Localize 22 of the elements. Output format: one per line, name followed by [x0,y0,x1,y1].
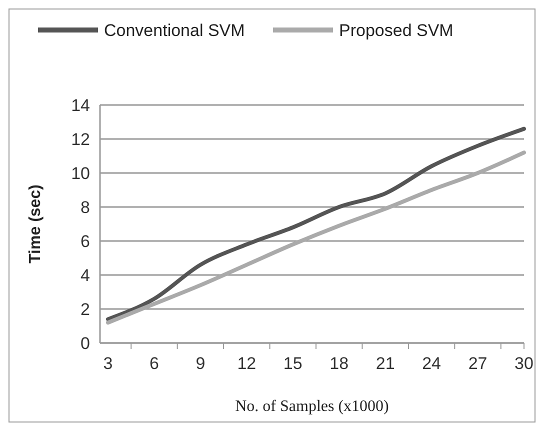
x-tick-label: 24 [422,354,442,373]
y-tick-label: 12 [71,130,90,149]
legend-label: Conventional SVM [104,20,245,40]
x-tick-label: 9 [196,354,206,373]
x-tick-label: 27 [468,354,488,373]
y-tick-label: 8 [80,198,90,217]
x-axis-title: No. of Samples (x1000) [235,398,389,415]
x-tick-label: 30 [514,354,534,373]
x-tick-label: 6 [149,354,159,373]
x-tick-label: 15 [283,354,302,373]
x-tick-label: 21 [376,354,395,373]
y-tick-label: 14 [71,96,90,115]
legend-label: Proposed SVM [339,20,454,40]
y-tick-label: 4 [80,266,90,285]
y-tick-label: 6 [80,232,90,251]
y-tick-label: 0 [80,334,90,353]
x-tick-label: 12 [237,354,256,373]
y-axis-title: Time (sec) [27,184,44,264]
y-tick-label: 2 [80,300,90,319]
y-tick-label: 10 [71,164,90,183]
x-tick-label: 18 [330,354,349,373]
x-tick-label: 3 [103,354,113,373]
